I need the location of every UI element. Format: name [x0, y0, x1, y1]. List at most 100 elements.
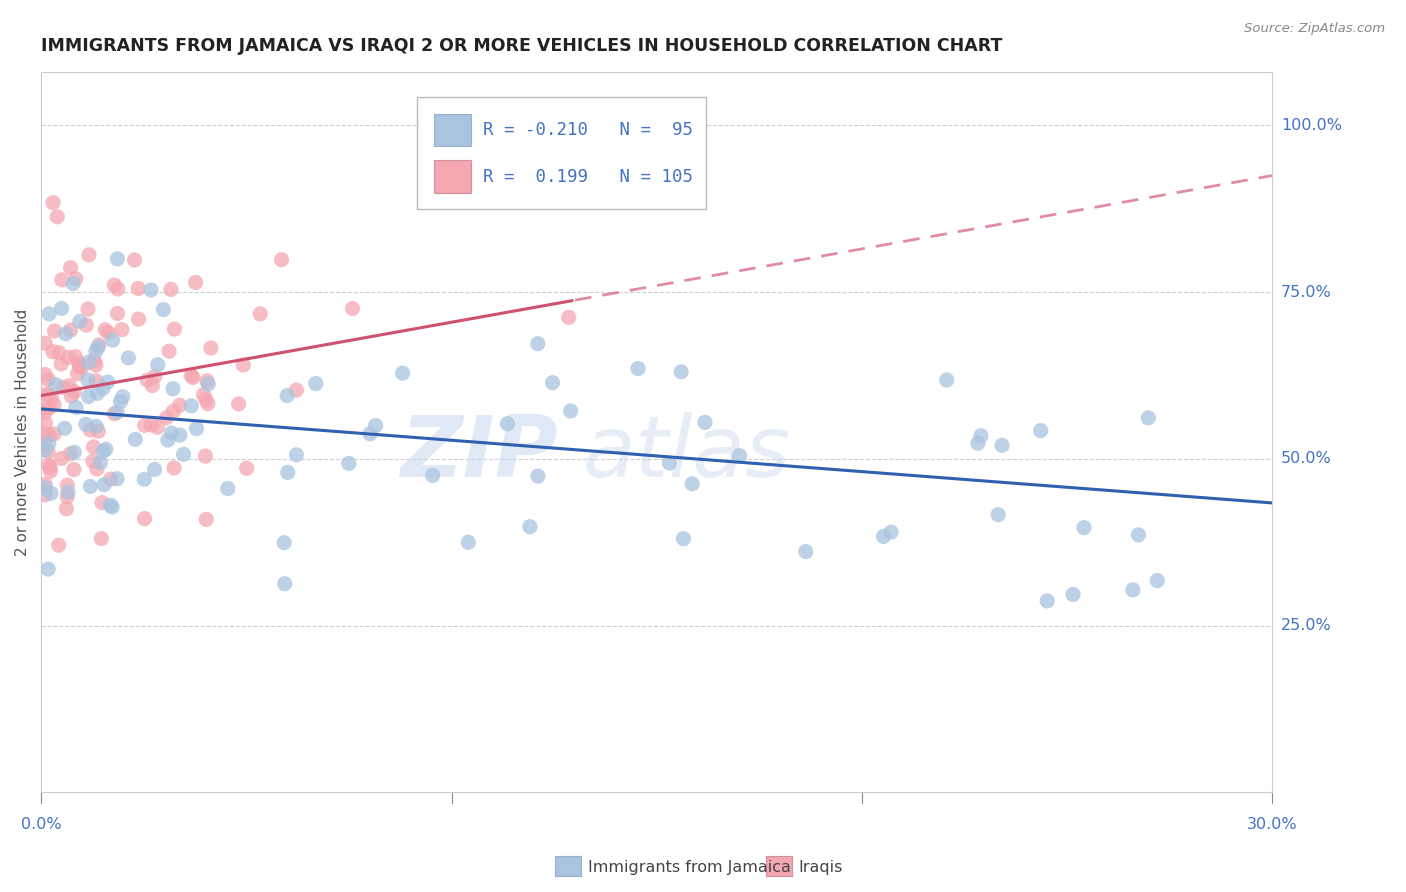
Point [94, 323, 117, 337]
Point [94, 442, 117, 457]
Point [65, 401, 87, 415]
Point [38, 388, 60, 402]
Point [48, 345, 70, 359]
Text: R =  0.199   N = 105: R = 0.199 N = 105 [484, 168, 693, 186]
Point [52, 380, 75, 394]
Point [83, 440, 105, 454]
Point [42, 195, 65, 210]
Point [105, 472, 128, 486]
Point [728, 449, 751, 463]
Point [76, 373, 98, 387]
Point [97, 326, 120, 340]
Text: 25.0%: 25.0% [1281, 618, 1331, 633]
Point [39, 486, 62, 500]
Text: R = -0.210   N =  95: R = -0.210 N = 95 [484, 120, 693, 139]
Point [60, 389, 83, 403]
Point [69, 314, 91, 328]
Text: 75.0%: 75.0% [1281, 285, 1331, 300]
Point [457, 535, 479, 549]
Point [34, 368, 56, 382]
Point [67, 356, 90, 370]
Point [77, 390, 100, 404]
Point [53, 421, 76, 435]
Point [285, 448, 308, 462]
Point [197, 397, 219, 411]
Point [693, 416, 716, 430]
Point [51, 451, 73, 466]
Point [66, 367, 89, 381]
Point [65, 350, 87, 364]
Point [337, 456, 360, 470]
Point [83, 354, 105, 368]
Point [37, 372, 59, 386]
Point [84, 374, 107, 388]
Point [56, 478, 79, 492]
Point [134, 472, 156, 486]
Point [38, 307, 60, 321]
Point [228, 397, 250, 411]
Y-axis label: 2 or more Vehicles in Household: 2 or more Vehicles in Household [15, 309, 30, 556]
Point [232, 358, 254, 372]
Point [63, 384, 86, 399]
Point [79, 423, 101, 437]
Point [173, 447, 195, 461]
Point [1073, 520, 1095, 534]
Point [277, 466, 299, 480]
Point [111, 390, 134, 404]
Point [42, 426, 65, 441]
Point [69, 359, 91, 374]
Point [519, 519, 541, 533]
Point [70, 360, 93, 375]
Point [141, 417, 163, 432]
Point [200, 341, 222, 355]
Point [46, 210, 69, 224]
Point [557, 310, 579, 325]
Point [193, 387, 215, 401]
Point [75, 417, 97, 432]
Point [91, 444, 114, 458]
Point [51, 357, 73, 371]
Point [38, 458, 60, 473]
Point [627, 361, 650, 376]
Point [276, 389, 298, 403]
Point [87, 424, 110, 438]
Point [34, 387, 56, 401]
Point [34, 336, 56, 351]
Point [110, 394, 132, 409]
Point [139, 283, 162, 297]
Point [38, 436, 60, 450]
FancyBboxPatch shape [416, 97, 706, 209]
Point [124, 252, 146, 267]
Point [48, 538, 70, 552]
Point [84, 344, 107, 359]
Point [117, 351, 139, 365]
Point [63, 462, 86, 476]
Point [44, 324, 66, 338]
Point [62, 277, 84, 291]
Point [872, 529, 894, 543]
Point [34, 401, 56, 416]
Point [75, 318, 97, 332]
Point [146, 358, 169, 372]
Point [103, 278, 125, 293]
Point [364, 418, 387, 433]
Text: Immigrants from Jamaica: Immigrants from Jamaica [588, 860, 790, 874]
Point [169, 428, 191, 442]
Point [39, 464, 62, 478]
Point [124, 433, 146, 447]
Point [93, 477, 115, 491]
FancyBboxPatch shape [434, 113, 471, 146]
Point [59, 260, 82, 275]
Point [880, 525, 903, 540]
Point [107, 306, 129, 320]
Point [195, 374, 218, 388]
Point [107, 282, 129, 296]
Point [180, 368, 202, 383]
Point [162, 404, 184, 418]
Point [155, 410, 177, 425]
Point [163, 461, 186, 475]
Point [526, 336, 548, 351]
Point [1122, 582, 1144, 597]
Point [87, 340, 110, 354]
Point [285, 383, 308, 397]
